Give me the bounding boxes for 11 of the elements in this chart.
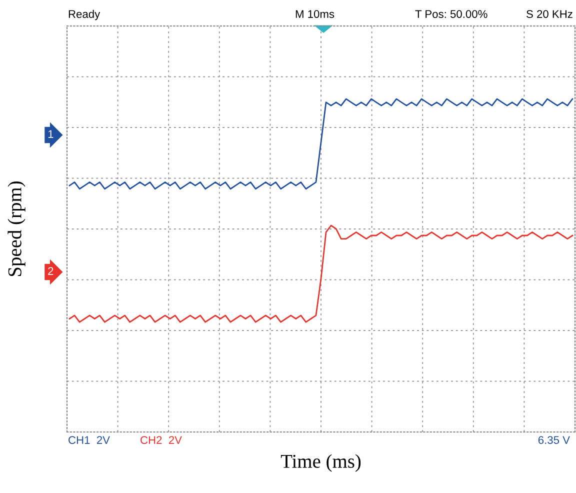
text: 1	[48, 130, 54, 138]
text: M 10ms	[296, 10, 334, 18]
text: Ready	[68, 10, 100, 20]
x-axis-title: Time (ms)	[280, 454, 361, 472]
y-axis-title: Speed (rpm)	[8, 182, 26, 276]
text: CH1 2V	[68, 436, 110, 444]
text: 2	[48, 267, 54, 275]
text: T Pos: 50.00%	[415, 10, 488, 18]
text: 6.35 V	[538, 436, 570, 444]
text: CH2 2V	[140, 436, 182, 444]
text: S 20 KHz	[526, 10, 572, 18]
